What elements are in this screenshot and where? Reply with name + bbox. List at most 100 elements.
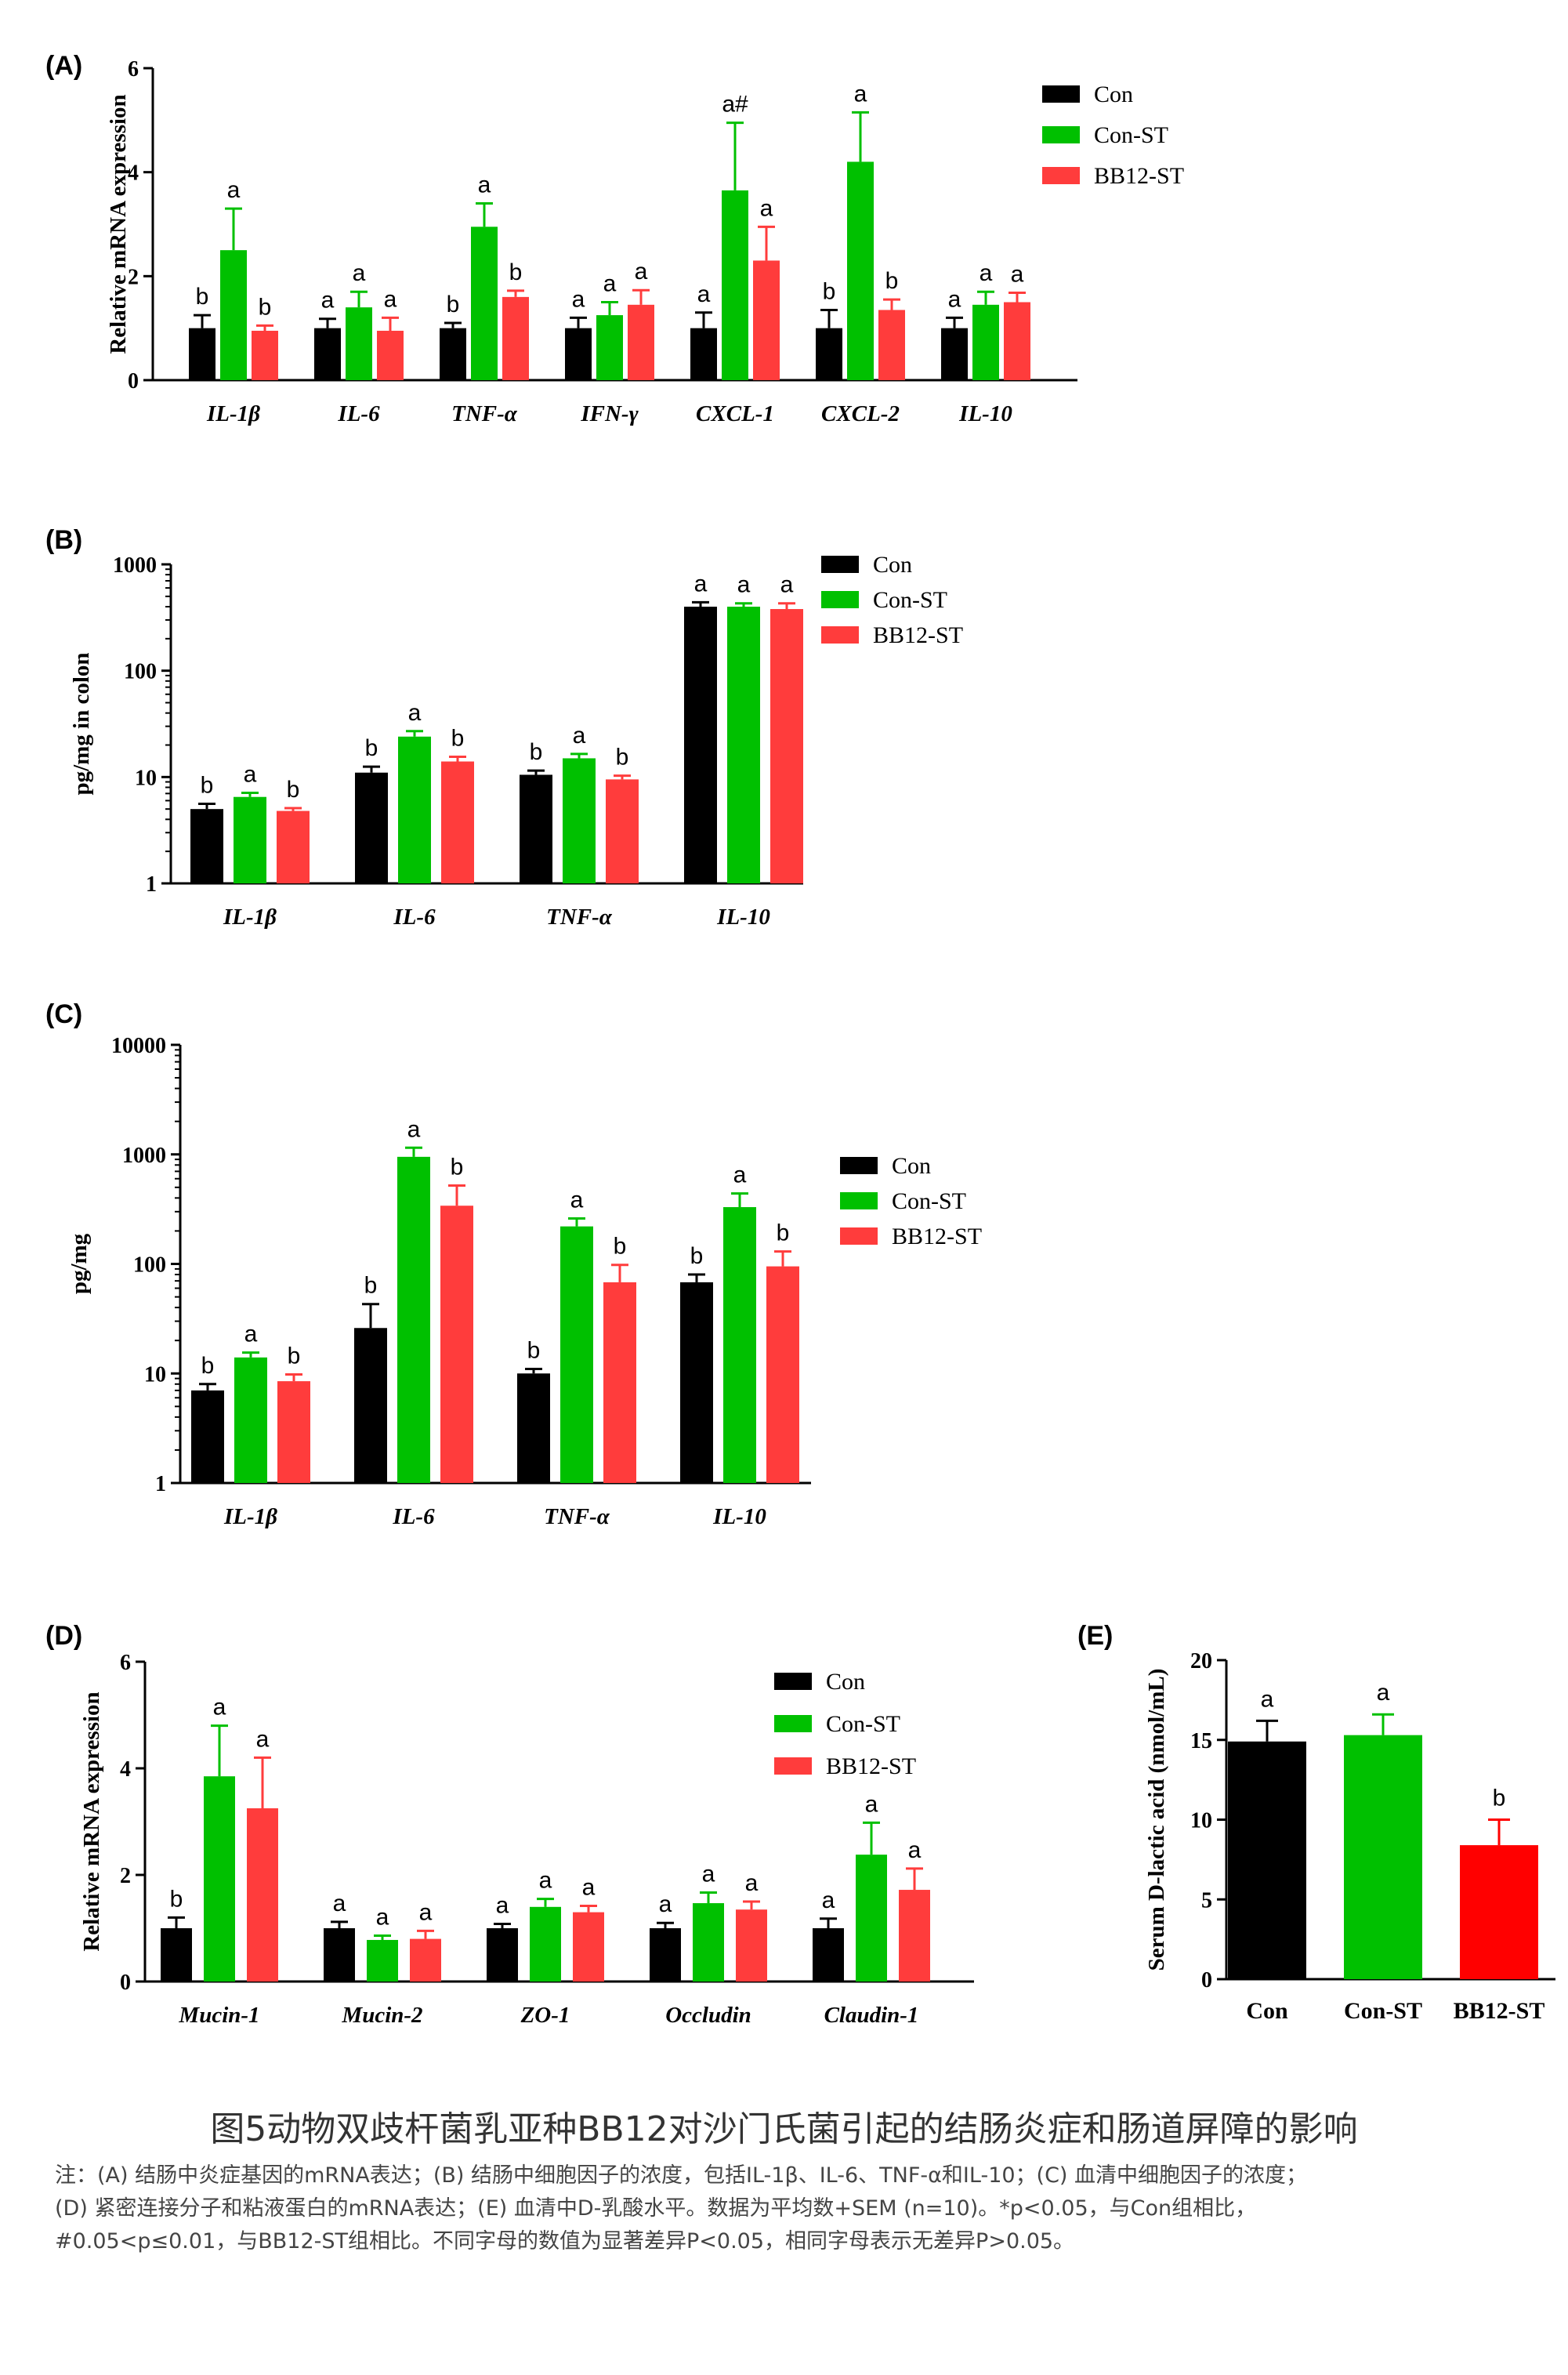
significance-label: a <box>244 762 257 788</box>
legend-entry: Con <box>826 1669 865 1695</box>
y-axis-label: Relative mRNA expression <box>106 94 131 354</box>
panel-label: (D) <box>45 1621 82 1651</box>
legend-entry: Con <box>892 1153 931 1179</box>
bar <box>753 260 780 380</box>
significance-label: a <box>948 286 961 312</box>
significance-label: a <box>694 571 708 596</box>
y-tick-label: 4 <box>128 161 139 186</box>
bar <box>727 606 760 883</box>
bar <box>346 307 372 380</box>
x-tick-label: IL-10 <box>712 1504 766 1529</box>
y-axis-label: Serum D-lactic acid (nmol/mL) <box>1144 1669 1169 1971</box>
y-tick-label: 100 <box>133 1253 166 1278</box>
bar <box>650 1928 681 1982</box>
bar <box>723 1207 756 1483</box>
x-tick-label: Claudin-1 <box>824 2003 919 2028</box>
significance-label: a <box>582 1874 596 1900</box>
legend-entry: BB12-ST <box>1094 163 1184 189</box>
legend-entry: Con <box>873 552 912 578</box>
legend-entry: BB12-ST <box>892 1224 982 1249</box>
x-tick-label: IL-6 <box>392 1504 435 1529</box>
bar <box>234 1357 267 1483</box>
bar <box>502 296 529 380</box>
bar <box>204 1776 235 1982</box>
legend-entry: BB12-ST <box>873 622 963 648</box>
x-tick-label: IL-6 <box>393 905 436 930</box>
significance-label: a <box>256 1726 270 1752</box>
y-axis-label: Relative mRNA expression <box>79 1692 104 1951</box>
y-tick-label: 6 <box>120 1651 131 1675</box>
legend-swatch <box>774 1673 812 1690</box>
x-tick-label: IL-1β <box>206 401 260 426</box>
y-tick-label: 1000 <box>122 1144 166 1168</box>
y-tick-label: 10000 <box>111 1034 166 1058</box>
y-tick-label: 10 <box>144 1362 166 1387</box>
significance-label: b <box>530 739 543 765</box>
significance-label: b <box>509 259 523 285</box>
panel-label: (A) <box>45 51 82 81</box>
legend-entry: Con-ST <box>873 587 947 613</box>
significance-label: a <box>353 260 366 286</box>
legend-entry: Con-ST <box>826 1711 900 1737</box>
y-tick-label: 20 <box>1190 1649 1212 1673</box>
bar <box>736 1909 767 1982</box>
legend-swatch <box>1042 126 1080 143</box>
legend-swatch <box>840 1227 878 1245</box>
y-tick-label: 0 <box>120 1971 131 1995</box>
caption-note-line: #0.05<p≤0.01，与BB12-ST组相比。不同字母的数值为显著差异P<0… <box>55 2228 1075 2254</box>
x-tick-label: IFN-γ <box>580 401 639 426</box>
bar <box>560 1226 593 1483</box>
bar <box>277 810 310 883</box>
significance-label: b <box>201 1353 215 1379</box>
bar <box>471 227 498 380</box>
y-tick-label: 100 <box>124 660 157 684</box>
significance-label: a <box>854 81 867 107</box>
bar <box>899 1890 930 1982</box>
significance-label: b <box>288 1343 301 1369</box>
x-tick-label: Con <box>1246 1998 1288 2024</box>
legend-swatch <box>840 1192 878 1209</box>
y-tick-label: 1 <box>146 872 157 897</box>
bar <box>684 606 717 883</box>
significance-label: a <box>822 1887 835 1913</box>
significance-label: a <box>780 572 794 598</box>
x-tick-label: TNF-α <box>546 905 613 930</box>
bar <box>603 1282 636 1483</box>
significance-label: a <box>733 1162 747 1188</box>
significance-label: b <box>777 1220 790 1246</box>
bar <box>410 1938 441 1982</box>
significance-label: a <box>496 1893 509 1919</box>
bar <box>565 328 592 380</box>
legend-entry: Con-ST <box>892 1188 966 1214</box>
significance-label: a <box>697 281 711 307</box>
significance-label: b <box>451 1154 464 1180</box>
bar <box>941 328 968 380</box>
y-axis-label: pg/mg in colon <box>69 652 94 795</box>
x-tick-label: IL-6 <box>337 401 380 426</box>
bar <box>680 1282 713 1483</box>
significance-label: b <box>1493 1786 1506 1811</box>
significance-label: b <box>447 292 460 317</box>
significance-label: b <box>451 726 465 752</box>
x-tick-label: Mucin-1 <box>178 2003 259 2028</box>
significance-label: b <box>287 777 300 803</box>
significance-label: a <box>213 1695 226 1721</box>
bar <box>770 609 803 883</box>
significance-label: a <box>1377 1680 1390 1706</box>
legend-swatch <box>1042 85 1080 103</box>
significance-label: a <box>908 1837 922 1863</box>
significance-label: b <box>365 735 378 761</box>
significance-label: b <box>690 1243 704 1269</box>
bar <box>314 328 341 380</box>
bar <box>520 774 552 883</box>
significance-label: b <box>527 1337 541 1363</box>
bar <box>234 796 266 883</box>
x-tick-label: Occludin <box>665 2003 751 2028</box>
significance-label: b <box>616 745 629 771</box>
significance-label: a <box>333 1891 346 1916</box>
bar <box>878 310 905 380</box>
legend-swatch <box>821 556 859 573</box>
significance-label: a <box>572 286 585 312</box>
bar <box>972 304 999 380</box>
legend-entry: Con-ST <box>1094 122 1168 148</box>
